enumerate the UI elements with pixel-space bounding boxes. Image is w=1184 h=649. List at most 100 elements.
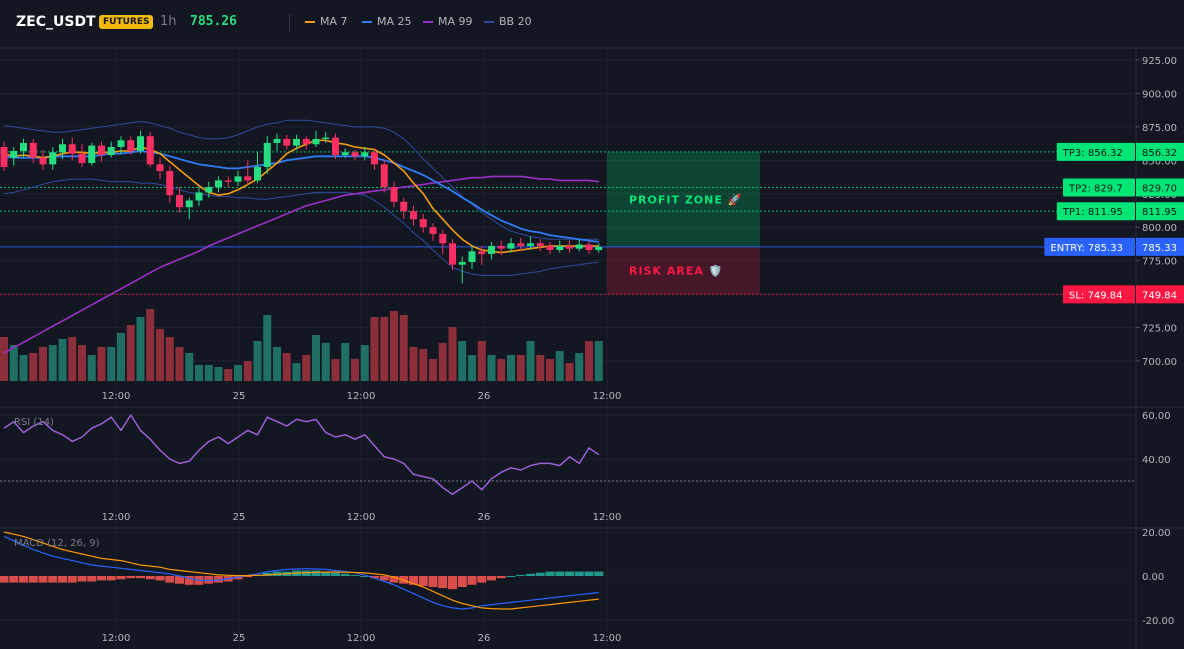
candle xyxy=(302,136,310,150)
candle-body xyxy=(283,138,291,146)
candle-body xyxy=(546,245,554,250)
candle-body xyxy=(390,187,398,202)
volume-bar xyxy=(78,345,86,381)
volume-bar xyxy=(341,343,350,381)
candle-body xyxy=(127,140,135,151)
macd-hist-bar xyxy=(106,576,116,581)
volume-bar xyxy=(477,341,486,381)
ma25-line xyxy=(3,150,599,243)
candle-body xyxy=(137,136,144,151)
macd-hist-bar xyxy=(584,571,594,576)
candle-body xyxy=(293,138,300,146)
candle-body xyxy=(341,152,349,155)
volume-bar xyxy=(565,363,574,381)
macd-hist-bar xyxy=(243,576,253,578)
macd-hist-bar xyxy=(457,576,467,587)
legend-ma25[interactable]: MA 25 xyxy=(362,15,412,28)
macd-hist-bar xyxy=(487,576,496,581)
legend-ma99[interactable]: MA 99 xyxy=(423,15,473,28)
macd-panel: 20.00 0.00 -20.00 MACD (12, 26, 9) xyxy=(0,528,1174,627)
volume-bar xyxy=(87,355,96,381)
volume-bar xyxy=(419,349,428,381)
candle xyxy=(478,245,486,265)
candle xyxy=(224,176,232,188)
volume-bar xyxy=(136,317,145,381)
macd-hist-bar xyxy=(545,571,555,576)
candle-body xyxy=(254,167,261,181)
candle xyxy=(410,205,417,226)
candle xyxy=(10,146,18,166)
bb20-swatch xyxy=(484,21,494,23)
symbol-label[interactable]: ZEC_USDT xyxy=(16,14,96,30)
macd-hist-bar xyxy=(370,576,379,579)
volume-bar xyxy=(146,309,155,381)
macd-hist-bar xyxy=(535,572,545,576)
x-tick-label: 12:00 xyxy=(593,512,622,523)
volume-bar xyxy=(243,361,252,381)
candle xyxy=(49,146,57,170)
volume-bar xyxy=(390,311,398,381)
volume-bar xyxy=(370,317,379,381)
risk-zone-label: RISK AREA 🛡️ xyxy=(629,265,723,278)
volume-bar xyxy=(360,345,369,381)
candle-body xyxy=(88,145,96,164)
candle-body xyxy=(195,192,203,201)
trade-level-price: 829.70 xyxy=(1142,183,1177,194)
volume-bar xyxy=(399,315,408,381)
candle xyxy=(449,239,456,271)
candle xyxy=(390,181,398,208)
legend-ma7[interactable]: MA 7 xyxy=(305,15,348,28)
volume-bar xyxy=(263,315,272,381)
volume-bar xyxy=(39,347,47,381)
volume-bar xyxy=(507,355,515,381)
candle xyxy=(556,240,564,253)
last-price: 785.26 xyxy=(190,14,237,29)
macd-hist-bar xyxy=(428,576,438,587)
candle-body xyxy=(68,144,76,154)
candle xyxy=(566,240,573,253)
risk-zone xyxy=(607,246,760,295)
trade-level-label: TP3: 856.32 xyxy=(1062,148,1123,159)
candle-body xyxy=(488,245,495,254)
x-tick-label: 26 xyxy=(478,633,491,644)
candle-body xyxy=(439,233,447,244)
legend-bb20-label: BB 20 xyxy=(499,15,532,28)
candle-body xyxy=(585,244,593,250)
macd-title: MACD (12, 26, 9) xyxy=(14,538,100,549)
candle xyxy=(254,152,261,184)
volume-bar xyxy=(156,329,164,381)
y-tick-label: 725.00 xyxy=(1142,324,1177,335)
macd-signal-line xyxy=(3,531,599,610)
volume-bar xyxy=(497,359,506,381)
volume-bar xyxy=(214,367,223,381)
candle-body xyxy=(429,227,437,234)
macd-hist-bar xyxy=(184,576,194,585)
trade-level-tag xyxy=(1044,237,1135,256)
macd-hist-bar xyxy=(360,576,370,577)
ma25-swatch xyxy=(362,21,372,23)
volume-bar xyxy=(0,337,8,381)
candle xyxy=(273,133,281,151)
candle xyxy=(546,241,554,254)
y-tick-label: 850.00 xyxy=(1142,156,1177,167)
volume-bar xyxy=(351,359,359,381)
interval-label[interactable]: 1h xyxy=(160,14,177,29)
trade-level-price-tag xyxy=(1136,178,1184,197)
candle xyxy=(59,138,66,159)
x-tick-label: 12:00 xyxy=(593,633,622,644)
volume-bar xyxy=(585,341,593,381)
macd-hist-bar xyxy=(155,576,165,581)
x-tick-label: 12:00 xyxy=(102,512,131,523)
candle-body xyxy=(224,180,232,182)
volume-bar xyxy=(234,365,242,381)
candle-body xyxy=(117,140,125,147)
candle-body xyxy=(166,171,174,196)
candle-body xyxy=(351,152,359,157)
candle xyxy=(234,171,242,186)
legend-bb20[interactable]: BB 20 xyxy=(484,15,532,28)
chart-header: ZEC_USDT FUTURES 1h 785.26 MA 7 MA 25 MA… xyxy=(0,0,1184,48)
volume-bar xyxy=(48,345,57,381)
legend-ma7-label: MA 7 xyxy=(320,15,348,28)
trade-level-tag xyxy=(1056,142,1135,161)
